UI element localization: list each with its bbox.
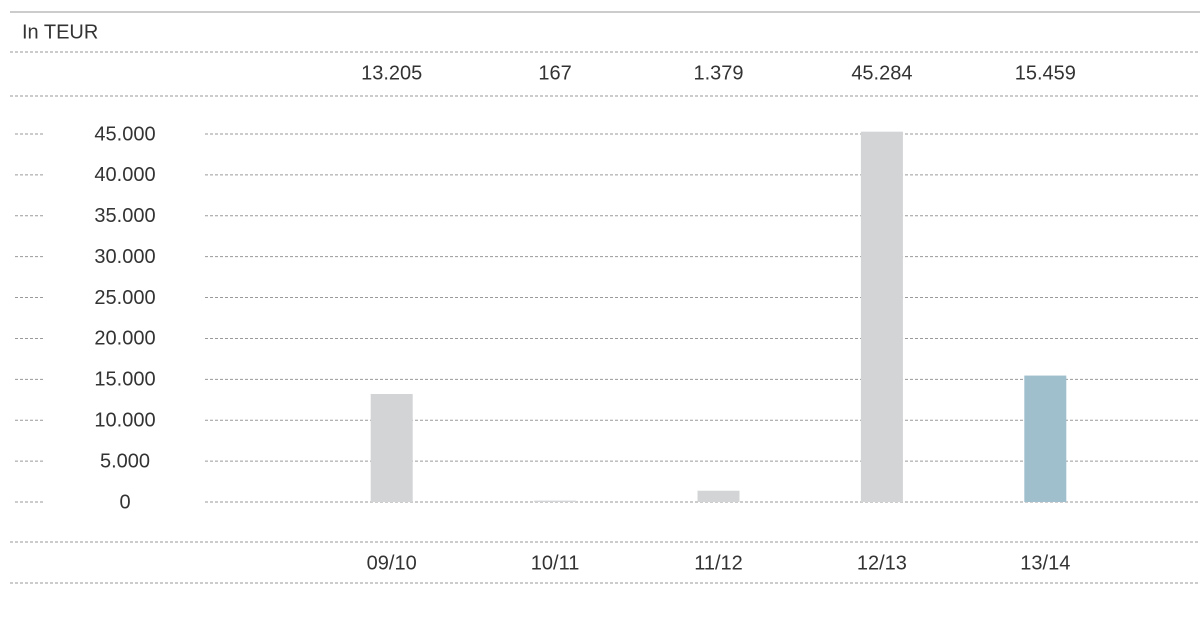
value-label: 1.379 <box>693 62 743 84</box>
bar <box>697 490 740 502</box>
y-tick-label: 30.000 <box>94 246 155 268</box>
y-tick-label: 0 <box>119 491 130 513</box>
bar <box>1024 375 1067 502</box>
value-label: 45.284 <box>851 62 912 84</box>
x-tick-label: 13/14 <box>1020 552 1070 574</box>
y-tick-label: 15.000 <box>94 369 155 391</box>
y-tick-label: 25.000 <box>94 287 155 309</box>
bar <box>860 131 903 503</box>
x-tick-label: 12/13 <box>857 552 907 574</box>
bar <box>370 394 413 502</box>
value-label: 167 <box>538 62 571 84</box>
bar <box>534 500 577 502</box>
x-tick-label: 11/12 <box>694 552 743 574</box>
axis-unit-label: In TEUR <box>22 21 98 43</box>
x-tick-label: 09/10 <box>367 552 417 574</box>
y-tick-label: 10.000 <box>94 410 155 432</box>
value-label: 15.459 <box>1015 62 1076 84</box>
y-tick-label: 45.000 <box>94 123 155 145</box>
y-tick-label: 20.000 <box>94 328 155 350</box>
y-tick-label: 5.000 <box>100 450 150 472</box>
y-tick-label: 35.000 <box>94 205 155 227</box>
y-tick-label: 40.000 <box>94 164 155 186</box>
value-label: 13.205 <box>361 62 422 84</box>
x-tick-label: 10/11 <box>531 552 580 574</box>
